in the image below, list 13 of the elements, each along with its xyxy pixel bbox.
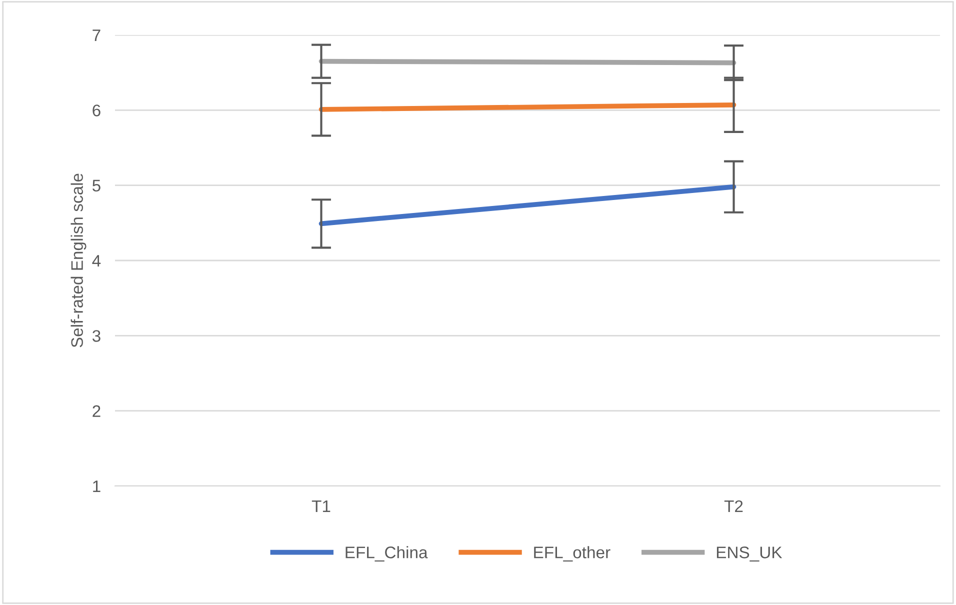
legend-label: EFL_other	[534, 546, 610, 562]
y-tick-label: 7	[92, 30, 100, 42]
y-tick-label: 3	[92, 330, 100, 342]
y-tick-label: 5	[92, 180, 100, 192]
y-axis-title: Self-rated English scale	[70, 174, 86, 348]
x-tick-label: T1	[312, 500, 330, 512]
y-tick-label: 1	[93, 480, 100, 492]
legend-label: EFL_China	[346, 546, 428, 562]
legend-label: ENS_UK	[716, 546, 782, 562]
y-tick-label: 4	[92, 255, 101, 267]
x-tick-label: T2	[724, 500, 743, 512]
y-tick-label: 2	[92, 405, 100, 417]
y-tick-label: 6	[92, 104, 100, 116]
